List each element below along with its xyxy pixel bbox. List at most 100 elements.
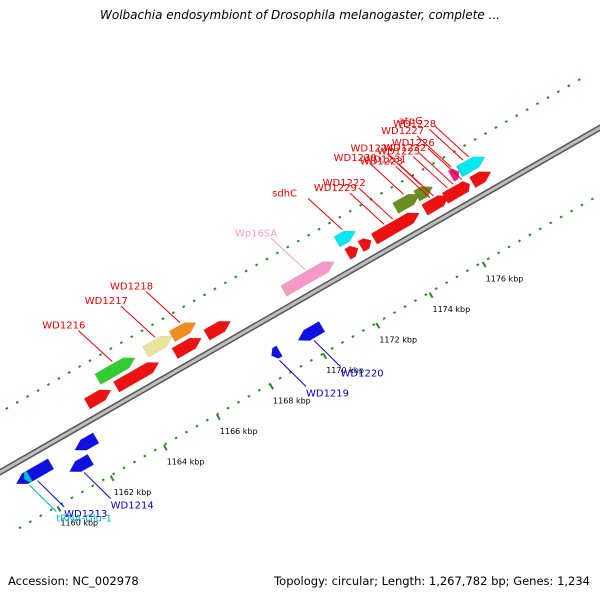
label-leader-line: [307, 198, 343, 231]
tick-dot: [80, 490, 84, 494]
tick-dot: [70, 496, 74, 500]
tick-dot: [171, 311, 175, 315]
tick-dot: [195, 424, 199, 428]
tick-dot: [556, 90, 560, 94]
gene-label-trna-glu-1[interactable]: tRNA-Glu-1: [56, 513, 112, 524]
gene-trna-glu-1[interactable]: [23, 470, 33, 484]
tick-dot: [559, 215, 563, 219]
tick-dot: [278, 376, 282, 380]
gene-label-wp16sa[interactable]: Wp16SA: [235, 228, 277, 239]
kbp-tick: [216, 414, 221, 421]
tick-dot: [226, 406, 230, 410]
gene-feature-14[interactable]: [344, 245, 359, 260]
gene-label-wd1217[interactable]: WD1217: [85, 296, 128, 307]
backbone: [0, 124, 600, 476]
tick-dot: [351, 334, 355, 338]
label-leader-line: [398, 164, 434, 197]
gene-feature-5[interactable]: [112, 362, 160, 393]
tick-dot: [372, 323, 376, 327]
gene-label-wd1219[interactable]: WD1219: [306, 389, 349, 400]
kbp-tick: [56, 505, 62, 512]
gene-wd1218[interactable]: [168, 322, 197, 343]
kbp-tick-label: 1162 kbp: [114, 488, 152, 497]
gene-feature-10[interactable]: [203, 320, 232, 341]
tick-dot: [538, 227, 542, 231]
tick-dot: [236, 400, 241, 404]
gene-label-wd1227[interactable]: WD1227: [381, 126, 424, 137]
tick-dot: [254, 263, 259, 267]
tick-dot: [174, 436, 178, 440]
gene-label-sdhc[interactable]: sdhC: [272, 188, 297, 199]
tick-dot: [130, 335, 134, 339]
gene-wp16sa[interactable]: [280, 261, 335, 297]
tick-dot: [296, 239, 300, 243]
gene-atpg[interactable]: [457, 156, 486, 177]
tick-dot: [101, 478, 105, 482]
gene-label-wd1223[interactable]: WD1223: [360, 157, 403, 168]
gene-feature-15[interactable]: [357, 238, 372, 253]
gene-wd1230[interactable]: [392, 193, 421, 214]
tick-dot: [525, 108, 529, 112]
gene-wd1232[interactable]: [441, 183, 470, 204]
tick-dot: [223, 281, 227, 285]
gene-wd1214[interactable]: [69, 453, 95, 473]
tick-dot: [213, 287, 217, 291]
gene-feature-9[interactable]: [171, 337, 202, 360]
gene-label-wd1214[interactable]: WD1214: [111, 501, 154, 512]
tick-dot: [567, 84, 571, 88]
tick-dot: [382, 317, 386, 321]
tick-dot: [486, 257, 490, 261]
gene-label-wd1228[interactable]: WD1228: [393, 119, 436, 130]
gene-label-wd1232[interactable]: WD1232: [383, 143, 426, 154]
gene-wd1220[interactable]: [297, 321, 326, 341]
gene-label-wd1230[interactable]: WD1230: [334, 153, 377, 164]
gene-label-wd1229[interactable]: WD1229: [314, 183, 357, 194]
tick-dot: [361, 328, 365, 332]
gene-wd1229[interactable]: [372, 223, 401, 244]
tick-dot: [348, 209, 352, 213]
gene-label-wd1213[interactable]: WD1213: [64, 509, 107, 520]
gene-wd1219[interactable]: [271, 345, 283, 359]
tick-dot: [150, 323, 155, 327]
tick-dot: [182, 305, 186, 309]
gene-label-wd1216[interactable]: WD1216: [42, 320, 85, 331]
feature-track: [15, 156, 492, 485]
label-leader-line: [83, 472, 112, 500]
kbp-tick-label: 1166 kbp: [220, 427, 258, 436]
gene-label-wd1231[interactable]: WD1231: [363, 155, 406, 166]
topology-summary: Topology: circular; Length: 1,267,782 bp…: [274, 574, 590, 588]
tick-dot: [57, 377, 61, 380]
gene-wd1227[interactable]: [447, 168, 460, 182]
gene-label-wd1220[interactable]: WD1220: [341, 369, 384, 380]
gene-label-atpg[interactable]: atpG: [399, 116, 423, 127]
tick-dot: [421, 167, 425, 171]
kbp-tick-label: 1172 kbp: [379, 336, 417, 345]
tick-dot: [390, 185, 394, 189]
gene-label-wd1218[interactable]: WD1218: [110, 282, 153, 293]
tick-dot: [18, 526, 22, 530]
gene-label-wd1222[interactable]: WD1222: [323, 178, 366, 189]
tick-dot: [476, 263, 480, 267]
tick-dot: [445, 281, 449, 285]
gene-feature-3[interactable]: [74, 432, 100, 451]
tick-dot: [483, 132, 488, 136]
label-leader-line: [395, 166, 431, 199]
gene-label-wd1224[interactable]: WD1224: [351, 143, 394, 154]
gene-feature-24[interactable]: [469, 171, 492, 189]
gene-label-wd1225[interactable]: WD1225: [377, 147, 420, 158]
gene-feature-4[interactable]: [83, 389, 112, 410]
kbp-tick-label: 1164 kbp: [167, 458, 205, 467]
tick-dot: [5, 406, 9, 410]
gene-label-wd1226[interactable]: WD1226: [392, 138, 435, 149]
tick-dot: [132, 460, 137, 464]
gene-wd1216[interactable]: [94, 357, 136, 385]
label-leader-line: [77, 330, 113, 363]
accession-text: Accession: NC_002978: [8, 574, 139, 588]
tick-dot: [98, 353, 103, 357]
gene-sdhc[interactable]: [333, 230, 356, 248]
tick-dot: [36, 388, 40, 392]
gene-wd1217[interactable]: [142, 336, 173, 358]
